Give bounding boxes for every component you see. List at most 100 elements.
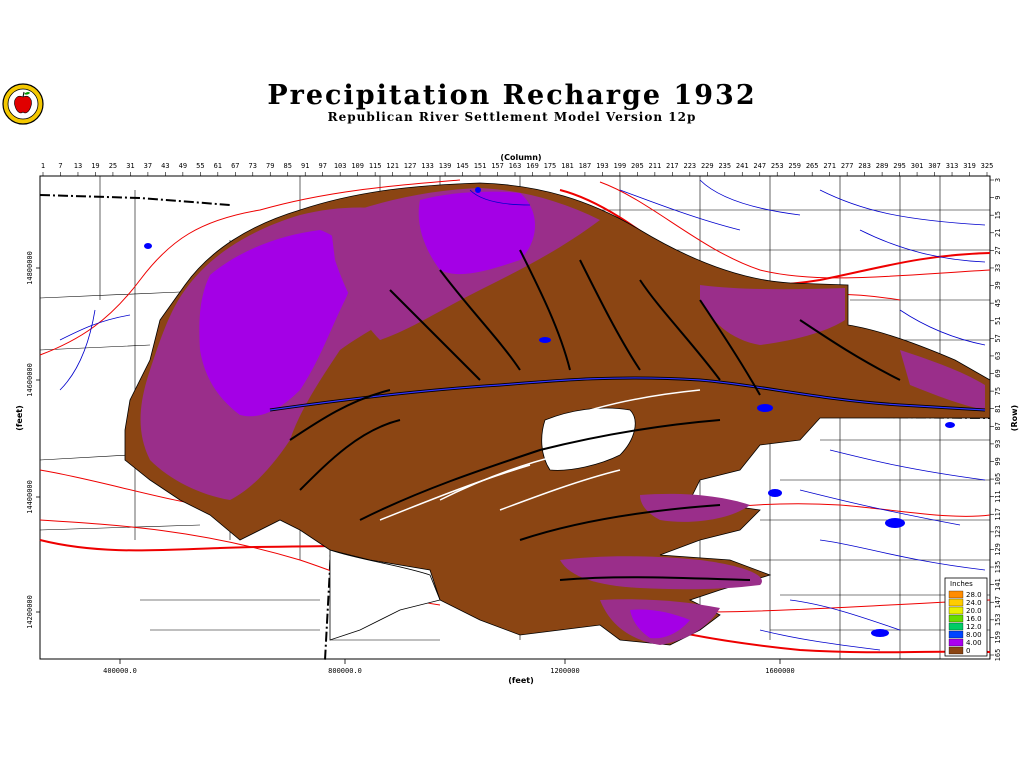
column-tick-label: 175 (544, 162, 557, 170)
column-tick-label: 79 (266, 162, 274, 170)
column-tick-label: 169 (526, 162, 539, 170)
column-tick-label: 247 (753, 162, 766, 170)
recharge-area-south-high (630, 609, 690, 639)
column-tick-label: 1 (41, 162, 45, 170)
column-tick-label: 289 (876, 162, 889, 170)
map-subtitle: Republican River Settlement Model Versio… (327, 110, 697, 124)
lakes (144, 187, 955, 637)
recharge-area-high-north (418, 191, 535, 275)
recharge-area-south-a (560, 556, 762, 590)
column-tick-label: 91 (301, 162, 309, 170)
column-tick-label: 97 (318, 162, 326, 170)
x-axis-feet: 400000.0 800000.0 1200000 1600000 (103, 659, 795, 675)
legend-label: 12.0 (966, 623, 982, 631)
legend-label: 0 (966, 647, 970, 655)
column-tick-label: 241 (736, 162, 749, 170)
column-tick-label: 193 (596, 162, 609, 170)
column-tick-label: 205 (631, 162, 644, 170)
column-tick-label: 37 (144, 162, 152, 170)
column-tick-label: 109 (351, 162, 364, 170)
column-tick-label: 319 (963, 162, 976, 170)
x-axis-label: (feet) (508, 676, 533, 685)
column-tick-label: 313 (946, 162, 959, 170)
column-tick-label: 25 (109, 162, 117, 170)
column-tick-label: 163 (509, 162, 522, 170)
rivers (59, 179, 986, 651)
recharge-area-high-west (199, 230, 352, 417)
y-axis-feet: 14800000 14600000 14400000 14200000 (26, 251, 40, 629)
row-tick-label: 105 (994, 473, 1002, 486)
column-tick-label: 199 (614, 162, 627, 170)
row-tick-label: 135 (994, 561, 1002, 574)
column-tick-label: 19 (91, 162, 99, 170)
row-tick-label: 57 (994, 334, 1002, 342)
legend-swatch (948, 614, 964, 623)
column-tick-label: 271 (823, 162, 836, 170)
x-tick-label: 1200000 (550, 667, 580, 675)
column-tick-label: 217 (666, 162, 679, 170)
stream-channels (269, 249, 986, 581)
legend-title: Inches (950, 580, 973, 588)
apple-seal-icon (2, 83, 44, 125)
legend-swatch (948, 630, 964, 639)
row-tick-label: 123 (994, 526, 1002, 539)
y-tick-label: 14200000 (26, 595, 34, 629)
row-tick-label: 81 (994, 404, 1002, 412)
y-tick-label: 14400000 (26, 480, 34, 514)
column-tick-label: 265 (806, 162, 819, 170)
row-tick-label: 45 (994, 299, 1002, 307)
column-tick-label: 121 (386, 162, 399, 170)
row-tick-label: 129 (994, 543, 1002, 556)
y-tick-label: 14800000 (26, 251, 34, 285)
column-axis-label: (Column) (500, 153, 541, 162)
column-tick-label: 115 (369, 162, 382, 170)
row-tick-label: 117 (994, 508, 1002, 521)
legend: Inches 28.024.020.016.012.08.004.000 (944, 577, 988, 657)
recharge-area-east (700, 285, 845, 345)
row-axis: 3915212733394551576369758187939910511111… (990, 178, 1002, 661)
legend-label: 28.0 (966, 591, 982, 599)
recharge-area-far-east (900, 350, 985, 410)
row-tick-label: 27 (994, 246, 1002, 254)
column-tick-label: 283 (858, 162, 871, 170)
x-tick-label: 400000.0 (103, 667, 137, 675)
column-axis: 1 7 13 19 25 31 37 43 49 55 61 67 73 79 85 91 97 103 109 11… (41, 162, 993, 176)
legend-label: 20.0 (966, 607, 982, 615)
y-tick-label: 14600000 (26, 363, 34, 397)
column-tick-label: 31 (126, 162, 134, 170)
row-tick-label: 75 (994, 387, 1002, 395)
column-tick-label: 223 (683, 162, 696, 170)
legend-swatch (948, 622, 964, 631)
column-tick-label: 13 (74, 162, 82, 170)
legend-label: 16.0 (966, 615, 982, 623)
row-tick-label: 33 (994, 264, 1002, 272)
column-tick-label: 49 (179, 162, 187, 170)
column-tick-label: 61 (214, 162, 222, 170)
column-tick-label: 325 (981, 162, 994, 170)
column-tick-label: 103 (334, 162, 347, 170)
column-tick-label: 151 (474, 162, 487, 170)
column-tick-label: 133 (421, 162, 434, 170)
row-tick-label: 15 (994, 211, 1002, 219)
column-tick-label: 295 (893, 162, 906, 170)
map-title: Precipitation Recharge 1932 (267, 80, 757, 111)
legend-label: 4.00 (966, 639, 982, 647)
legend-swatch (948, 606, 964, 615)
column-tick-label: 301 (911, 162, 924, 170)
row-tick-label: 141 (994, 578, 1002, 591)
legend-swatch (948, 646, 964, 655)
column-tick-label: 157 (491, 162, 504, 170)
x-tick-label: 800000.0 (328, 667, 362, 675)
row-tick-label: 63 (994, 352, 1002, 360)
column-tick-label: 73 (249, 162, 257, 170)
row-tick-label: 153 (994, 613, 1002, 626)
column-tick-label: 181 (561, 162, 574, 170)
column-tick-label: 43 (161, 162, 169, 170)
column-tick-label: 307 (928, 162, 941, 170)
legend-swatch (948, 638, 964, 647)
row-tick-label: 111 (994, 490, 1002, 503)
legend-swatch (948, 598, 964, 607)
legend-label: 24.0 (966, 599, 982, 607)
column-tick-label: 145 (456, 162, 469, 170)
